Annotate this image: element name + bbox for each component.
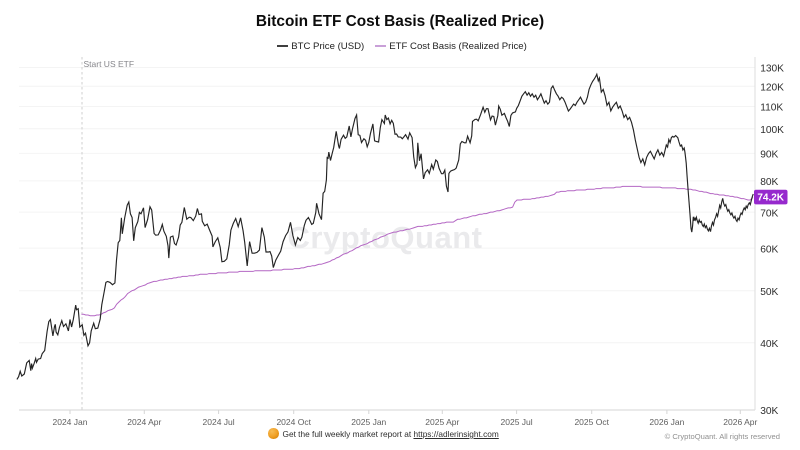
svg-text:90K: 90K [760,150,778,161]
svg-text:2025 Jul: 2025 Jul [501,417,533,427]
svg-text:120K: 120K [760,82,784,93]
svg-text:2026 Jan: 2026 Jan [649,417,684,427]
svg-text:40K: 40K [760,339,778,350]
svg-text:100K: 100K [760,125,784,136]
svg-text:30K: 30K [760,406,778,417]
svg-text:2025 Oct: 2025 Oct [574,417,609,427]
svg-text:80K: 80K [760,177,778,188]
svg-text:2025 Apr: 2025 Apr [425,417,459,427]
svg-text:70K: 70K [760,208,778,219]
svg-text:110K: 110K [760,103,783,114]
svg-text:50K: 50K [760,287,778,298]
svg-text:2024 Oct: 2024 Oct [276,417,311,427]
svg-text:CryptoQuant: CryptoQuant [288,220,483,255]
svg-text:74.2K: 74.2K [757,193,784,204]
svg-text:2026 Apr: 2026 Apr [723,417,757,427]
svg-text:Start US ETF: Start US ETF [84,59,135,69]
svg-text:2025 Jan: 2025 Jan [351,417,386,427]
svg-text:2024 Jul: 2024 Jul [203,417,235,427]
svg-text:2024 Jan: 2024 Jan [53,417,88,427]
svg-text:2024 Apr: 2024 Apr [127,417,161,427]
svg-text:130K: 130K [760,64,784,75]
svg-text:60K: 60K [760,244,778,255]
